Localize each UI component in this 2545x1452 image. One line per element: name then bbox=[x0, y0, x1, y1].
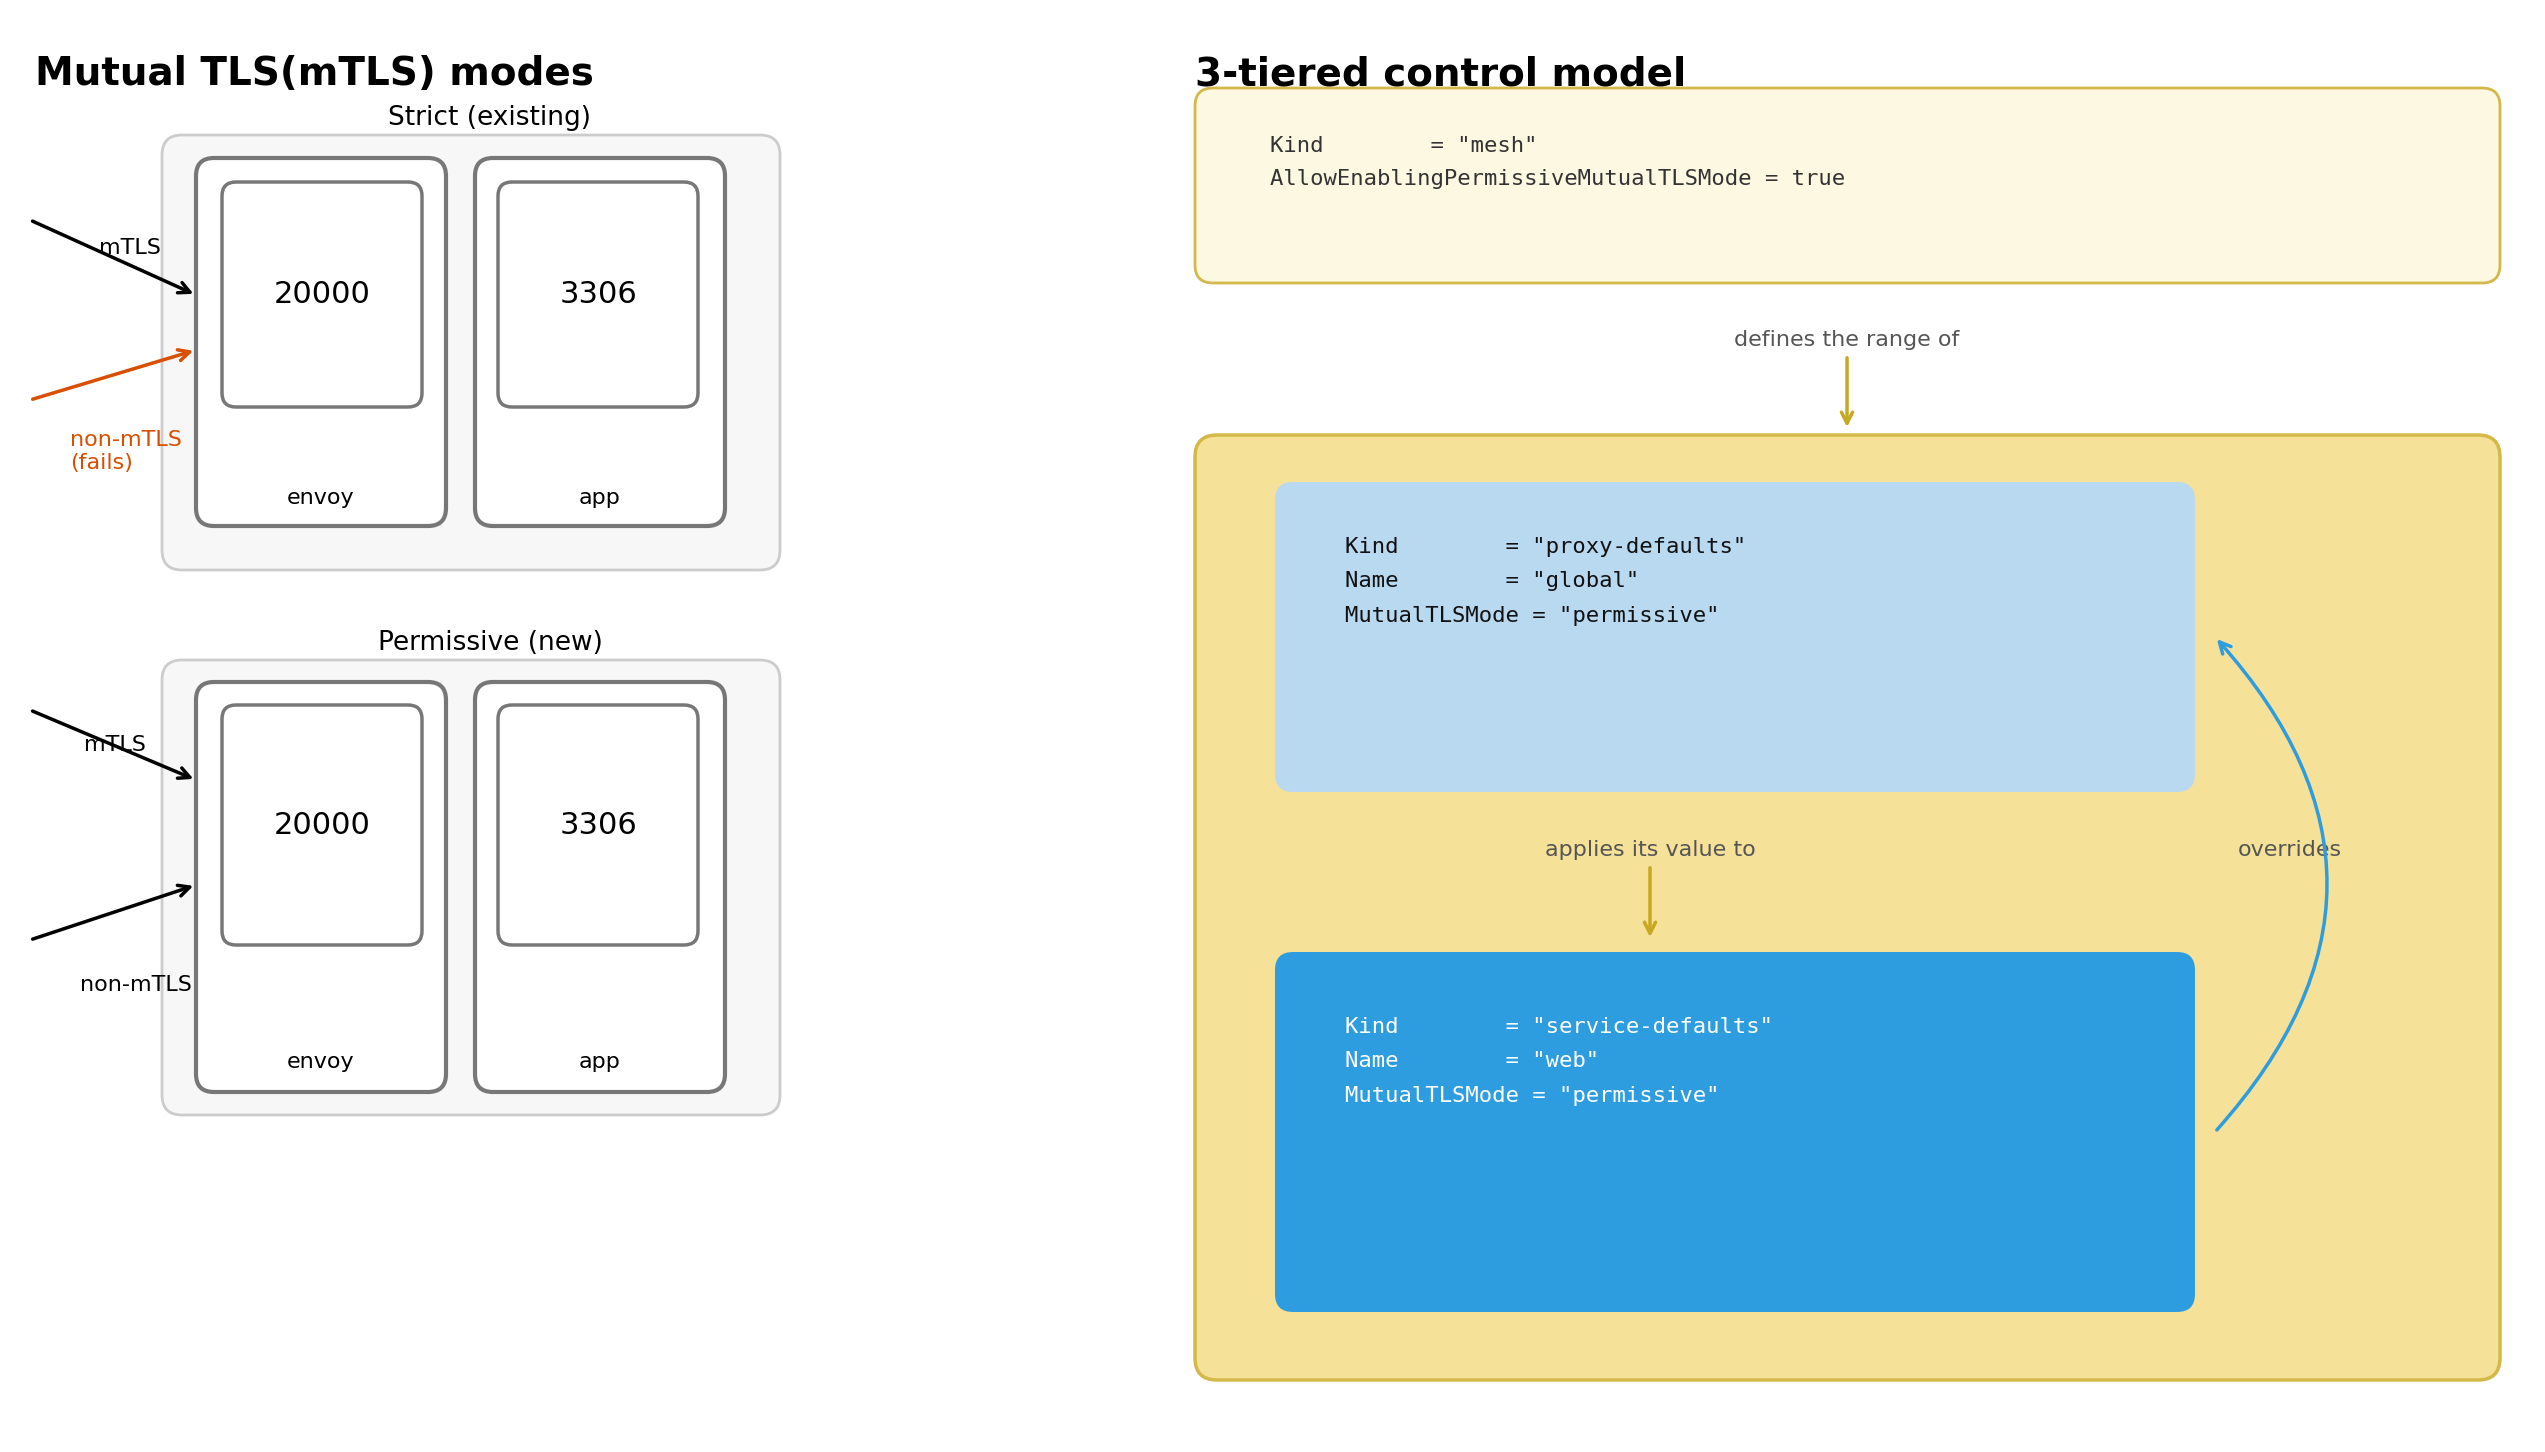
Text: app: app bbox=[580, 488, 621, 508]
Text: envoy: envoy bbox=[288, 488, 354, 508]
Text: non-mTLS: non-mTLS bbox=[79, 974, 191, 995]
Text: 3306: 3306 bbox=[560, 280, 636, 309]
Text: Kind        = "mesh"
AllowEnablingPermissiveMutualTLSMode = true: Kind = "mesh" AllowEnablingPermissiveMut… bbox=[1270, 136, 1845, 189]
Text: 20000: 20000 bbox=[272, 280, 372, 309]
Text: mTLS: mTLS bbox=[99, 238, 160, 258]
FancyBboxPatch shape bbox=[499, 706, 697, 945]
FancyBboxPatch shape bbox=[476, 158, 725, 526]
Text: Strict (existing): Strict (existing) bbox=[389, 105, 590, 131]
Text: envoy: envoy bbox=[288, 1053, 354, 1072]
FancyBboxPatch shape bbox=[196, 682, 445, 1092]
FancyBboxPatch shape bbox=[499, 182, 697, 407]
Text: 3306: 3306 bbox=[560, 810, 636, 839]
FancyBboxPatch shape bbox=[476, 682, 725, 1092]
FancyBboxPatch shape bbox=[196, 158, 445, 526]
Text: defines the range of: defines the range of bbox=[1733, 330, 1960, 350]
Text: applies its value to: applies its value to bbox=[1545, 841, 1756, 860]
Text: overrides: overrides bbox=[2237, 841, 2341, 860]
FancyBboxPatch shape bbox=[1275, 482, 2194, 791]
Text: mTLS: mTLS bbox=[84, 735, 145, 755]
Text: 20000: 20000 bbox=[272, 810, 372, 839]
FancyBboxPatch shape bbox=[163, 661, 779, 1115]
FancyBboxPatch shape bbox=[1275, 953, 2194, 1313]
FancyBboxPatch shape bbox=[1196, 436, 2499, 1379]
FancyBboxPatch shape bbox=[163, 135, 779, 571]
FancyBboxPatch shape bbox=[221, 706, 422, 945]
FancyBboxPatch shape bbox=[221, 182, 422, 407]
Text: non-mTLS
(fails): non-mTLS (fails) bbox=[71, 430, 181, 473]
FancyBboxPatch shape bbox=[1196, 89, 2499, 283]
Text: app: app bbox=[580, 1053, 621, 1072]
Text: Kind        = "proxy-defaults"
Name        = "global"
MutualTLSMode = "permissiv: Kind = "proxy-defaults" Name = "global" … bbox=[1344, 537, 1746, 626]
Text: 3-tiered control model: 3-tiered control model bbox=[1196, 55, 1687, 93]
Text: Mutual TLS(mTLS) modes: Mutual TLS(mTLS) modes bbox=[36, 55, 593, 93]
Text: Kind        = "service-defaults"
Name        = "web"
MutualTLSMode = "permissive: Kind = "service-defaults" Name = "web" M… bbox=[1344, 1016, 1774, 1106]
Text: Permissive (new): Permissive (new) bbox=[377, 630, 603, 656]
